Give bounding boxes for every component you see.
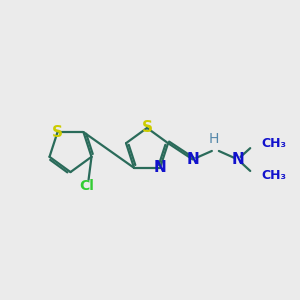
Text: S: S xyxy=(52,124,63,140)
Text: S: S xyxy=(142,120,153,135)
Text: CH₃: CH₃ xyxy=(261,137,286,150)
Text: N: N xyxy=(186,152,199,167)
Text: CH₃: CH₃ xyxy=(261,169,286,182)
Text: N: N xyxy=(231,152,244,167)
Text: H: H xyxy=(209,132,219,146)
Text: Cl: Cl xyxy=(80,179,94,193)
Text: N: N xyxy=(154,160,166,175)
